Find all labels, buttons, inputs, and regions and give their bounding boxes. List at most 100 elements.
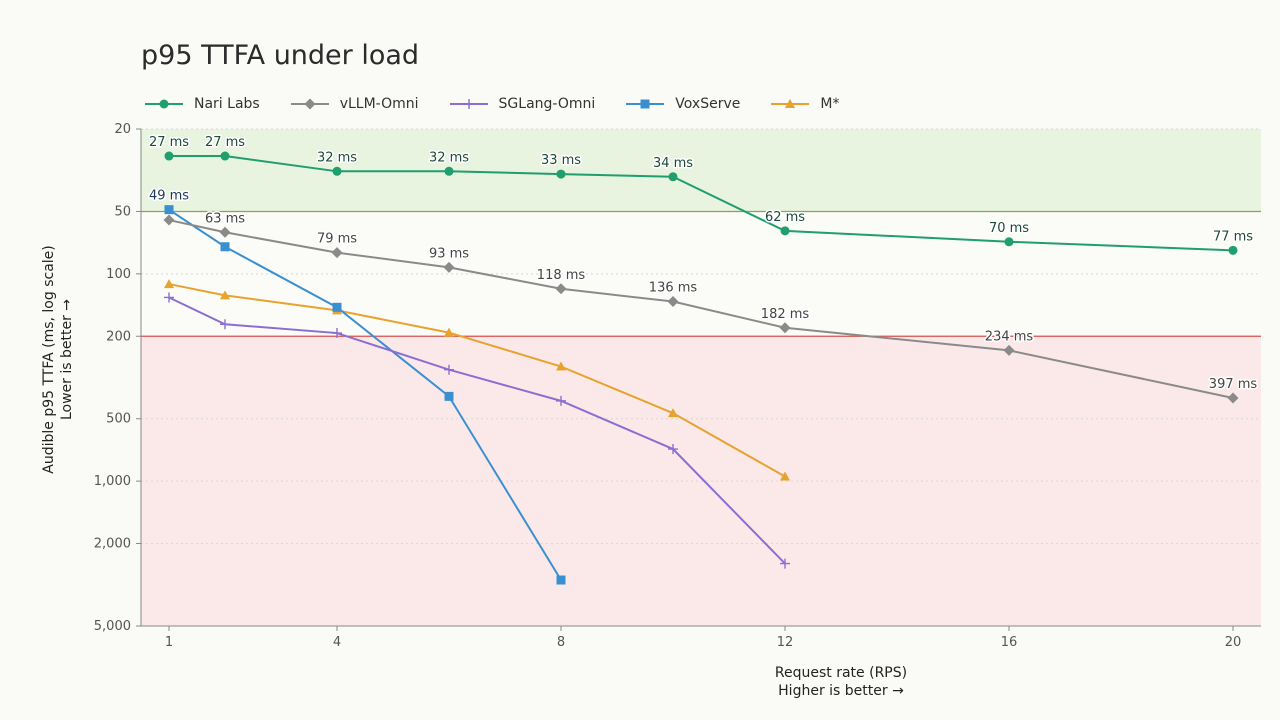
data-point-m [220,290,230,300]
data-point-vllm-omni [443,261,455,273]
data-point-nari-labs [164,151,174,161]
legend-swatch-m [771,99,810,108]
data-label-vllm-omni: 118 ms [537,268,586,283]
x-tick-label: 1 [165,635,173,650]
data-label-vllm-omni: 63 ms [205,211,245,226]
data-point-nari-labs [1228,245,1238,255]
y-tick-label: 50 [114,204,131,219]
data-point-sglang-omni [220,319,230,330]
series-vllm-omni [163,214,1239,404]
y-axis-note: Lower is better → [59,299,75,420]
data-point-vllm-omni [1227,392,1239,404]
data-point-sglang-omni [780,558,790,569]
data-label-nari-labs: 33 ms [541,153,581,168]
data-point-vllm-omni [667,296,679,308]
data-label-nari-labs: 77 ms [1213,229,1253,244]
x-axis-note: Higher is better → [778,683,904,699]
data-point-voxserve [444,391,454,401]
legend-marker [304,98,316,110]
x-tick-label: 12 [777,635,794,650]
series-sglang-omni [164,292,790,569]
data-label-vllm-omni: 93 ms [429,246,469,261]
data-point-voxserve [220,242,230,252]
data-point-vllm-omni [219,226,231,238]
legend-label: Nari Labs [194,96,260,112]
legend-marker [640,99,650,109]
y-tick-label: 500 [106,412,131,427]
data-label-vllm-omni: 397 ms [1209,377,1258,392]
legend: Nari Labs vLLM-Omni SGLang-Omni VoxServe M* [144,96,839,112]
legend-item-nari-labs: Nari Labs [144,96,260,112]
data-label-vllm-omni: 136 ms [649,281,698,296]
data-point-voxserve [332,302,342,312]
legend-marker [463,99,474,109]
data-point-nari-labs [1004,237,1014,247]
data-point-m [668,408,678,418]
y-tick-label: 200 [106,329,131,344]
band-0 [141,129,1261,212]
data-label-voxserve: 49 ms [149,189,189,204]
data-point-sglang-omni [332,328,342,339]
data-label-nari-labs: 70 ms [989,221,1029,236]
legend-item-vllm-omni: vLLM-Omni [290,96,419,112]
data-point-sglang-omni [556,395,566,406]
data-label-vllm-omni: 79 ms [317,232,357,247]
y-tick-label: 1,000 [94,474,131,489]
y-tick-label: 100 [106,267,131,282]
data-point-vllm-omni [163,214,175,226]
series-voxserve [164,205,566,585]
data-point-vllm-omni [1003,344,1015,356]
data-point-m [444,327,454,337]
legend-swatch-voxserve [626,99,665,109]
legend-marker [785,99,796,108]
legend-swatch-nari-labs [145,99,183,109]
data-label-vllm-omni: 182 ms [761,307,810,322]
data-point-m [780,471,790,481]
data-point-nari-labs [332,166,342,176]
y-axis-label: Audible p95 TTFA (ms, log scale) [41,245,57,474]
data-point-m [164,279,174,289]
data-point-sglang-omni [444,364,454,375]
chart-title: p95 TTFA under load [141,40,420,71]
data-point-nari-labs [444,166,454,176]
x-axis-label: Request rate (RPS) [775,665,907,681]
data-point-voxserve [164,205,174,215]
data-point-sglang-omni [668,444,678,455]
data-point-m [556,361,566,371]
data-point-nari-labs [220,151,230,161]
data-label-nari-labs: 27 ms [149,135,189,150]
data-point-sglang-omni [164,292,174,303]
data-label-nari-labs: 32 ms [429,150,469,165]
legend-marker [159,99,169,109]
data-point-nari-labs [668,172,678,182]
data-label-nari-labs: 32 ms [317,150,357,165]
data-point-vllm-omni [555,283,567,295]
y-tick-label: 20 [114,122,131,137]
data-point-vllm-omni [331,247,343,259]
data-point-nari-labs [556,169,566,179]
x-tick-label: 20 [1225,635,1242,650]
y-tick-label: 2,000 [94,537,131,552]
legend-label: VoxServe [675,96,741,112]
legend-label: M* [820,96,840,112]
data-point-vllm-omni [779,322,791,334]
data-label-nari-labs: 62 ms [765,210,805,225]
data-label-vllm-omni: 234 ms [985,329,1034,344]
x-tick-label: 4 [333,635,341,650]
series-nari-labs [164,151,1238,255]
data-point-voxserve [556,575,566,585]
data-point-nari-labs [780,226,790,236]
legend-item-m: M* [770,96,839,112]
data-label-nari-labs: 34 ms [653,156,693,171]
x-tick-label: 16 [1001,635,1018,650]
data-label-nari-labs: 27 ms [205,135,245,150]
y-tick-label: 5,000 [94,619,131,634]
legend-swatch-vllm-omni [290,98,329,110]
legend-item-voxserve: VoxServe [625,96,740,112]
legend-swatch-sglang-omni [449,99,488,109]
legend-item-sglang-omni: SGLang-Omni [449,96,596,112]
legend-label: vLLM-Omni [339,96,419,112]
legend-label: SGLang-Omni [498,96,596,112]
x-tick-label: 8 [557,635,565,650]
